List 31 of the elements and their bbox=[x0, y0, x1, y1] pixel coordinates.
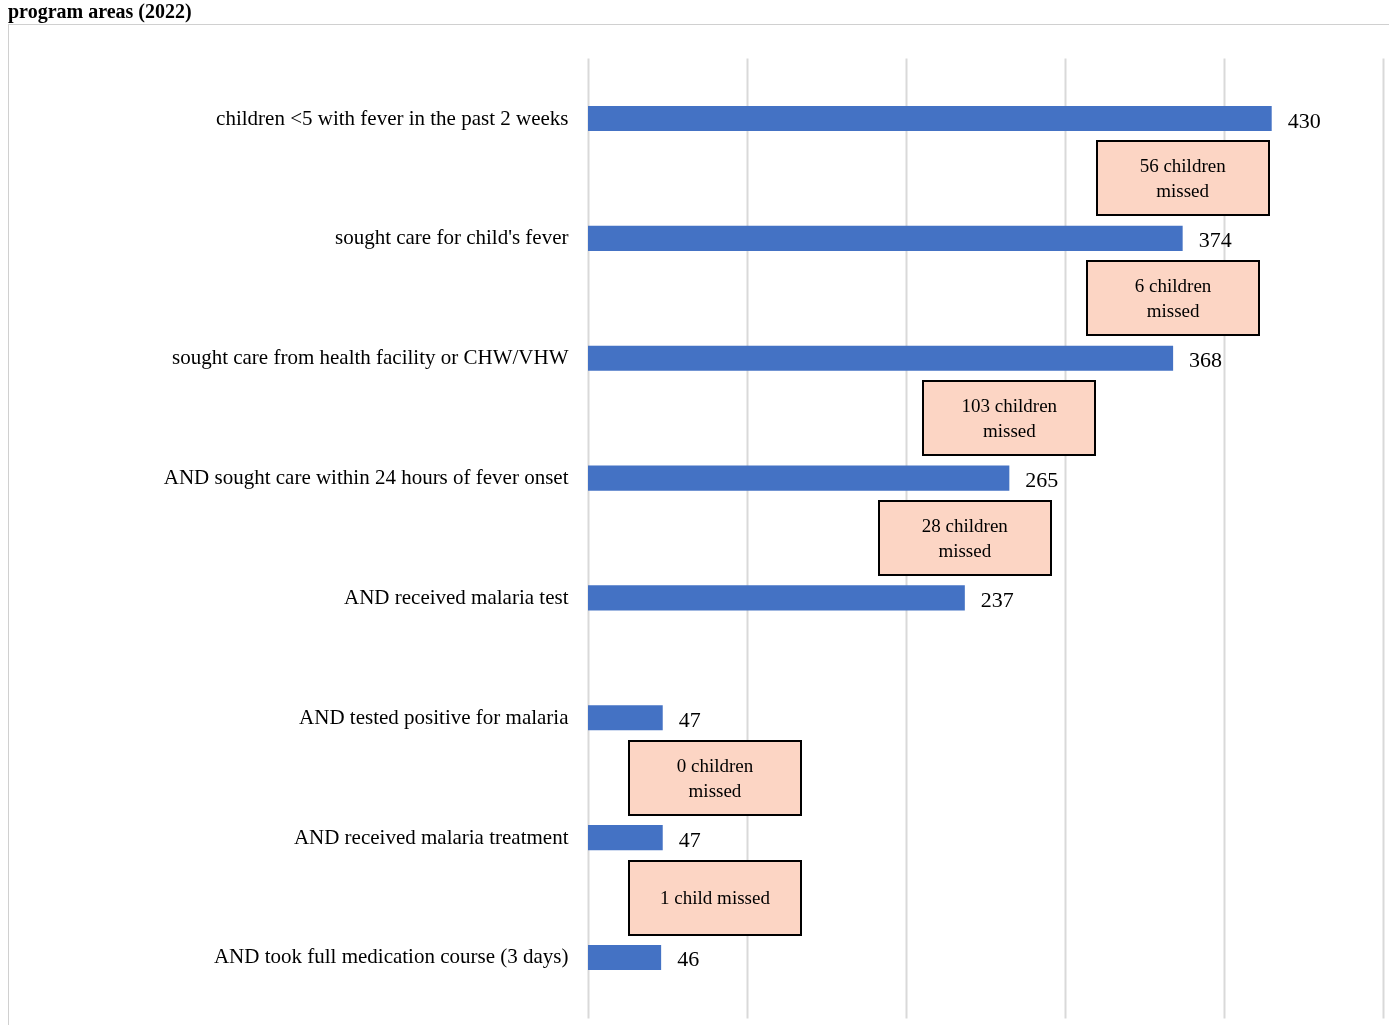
callout-box: 28 children missed bbox=[877, 500, 1052, 576]
bar bbox=[588, 944, 662, 971]
data-label: 47 bbox=[678, 826, 701, 852]
callout-box: 103 children missed bbox=[922, 380, 1097, 457]
bar bbox=[588, 465, 1010, 491]
bar bbox=[588, 825, 663, 851]
callout-box: 56 children missed bbox=[1095, 140, 1270, 217]
y-tick-label: AND received malaria test bbox=[344, 584, 569, 609]
data-label: 47 bbox=[678, 706, 701, 732]
bar bbox=[588, 705, 663, 731]
data-label: 46 bbox=[677, 946, 700, 972]
callout-box: 0 children missed bbox=[628, 739, 802, 816]
data-label: 265 bbox=[1025, 467, 1059, 493]
data-label: 430 bbox=[1287, 107, 1321, 133]
bar bbox=[588, 225, 1183, 251]
callout-box: 6 children missed bbox=[1086, 260, 1261, 337]
y-tick-label: AND took full medication course (3 days) bbox=[213, 944, 569, 969]
bar bbox=[588, 585, 965, 611]
callout-box: 1 child missed bbox=[628, 859, 802, 936]
y-tick-label: sought care for child's fever bbox=[334, 225, 569, 250]
data-label: 237 bbox=[980, 586, 1014, 612]
y-tick-label: AND tested positive for malaria bbox=[299, 704, 570, 729]
y-tick-label: sought care from health facility or CHW/VHW bbox=[171, 345, 569, 370]
bar bbox=[588, 105, 1272, 132]
data-label: 374 bbox=[1198, 227, 1232, 253]
y-tick-label: AND received malaria treatment bbox=[293, 824, 569, 849]
text: program areas (2022) bbox=[8, 0, 192, 22]
y-tick-label: AND sought care within 24 hours of fever onset bbox=[163, 465, 569, 490]
y-tick-label: children <5 with fever in the past 2 weeks bbox=[216, 105, 569, 130]
data-label: 368 bbox=[1189, 347, 1223, 373]
bar bbox=[588, 345, 1174, 371]
